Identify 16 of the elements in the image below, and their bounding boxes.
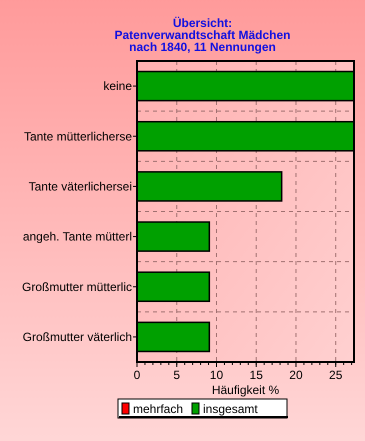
chart-title: Übersicht: Patenverwandtschaft Mädchen nach 1840, 11 Nennungen: [114, 16, 291, 54]
x-tick-label: 20: [289, 368, 303, 382]
y-tick-label: keine: [103, 79, 132, 94]
x-axis-title: Häufigkeit %: [212, 383, 280, 397]
x-tick-label: 25: [329, 368, 343, 382]
legend-label: insgesamt: [203, 402, 258, 416]
y-tick-label: angeh. Tante mütterl: [22, 230, 132, 244]
legend-label: mehrfach: [133, 402, 184, 416]
y-tick-label: Tante mütterlicherse: [24, 129, 132, 144]
x-tick-label: 10: [210, 368, 224, 382]
y-tick-label: Tante väterlichersei: [28, 179, 132, 194]
x-tick-label: 5: [173, 368, 180, 382]
y-tick-label: Großmutter mütterlic: [22, 280, 132, 294]
x-tick-label: 0: [134, 368, 141, 382]
x-tick-label: 15: [250, 368, 264, 382]
y-tick-label: Großmutter väterlich: [22, 330, 132, 344]
